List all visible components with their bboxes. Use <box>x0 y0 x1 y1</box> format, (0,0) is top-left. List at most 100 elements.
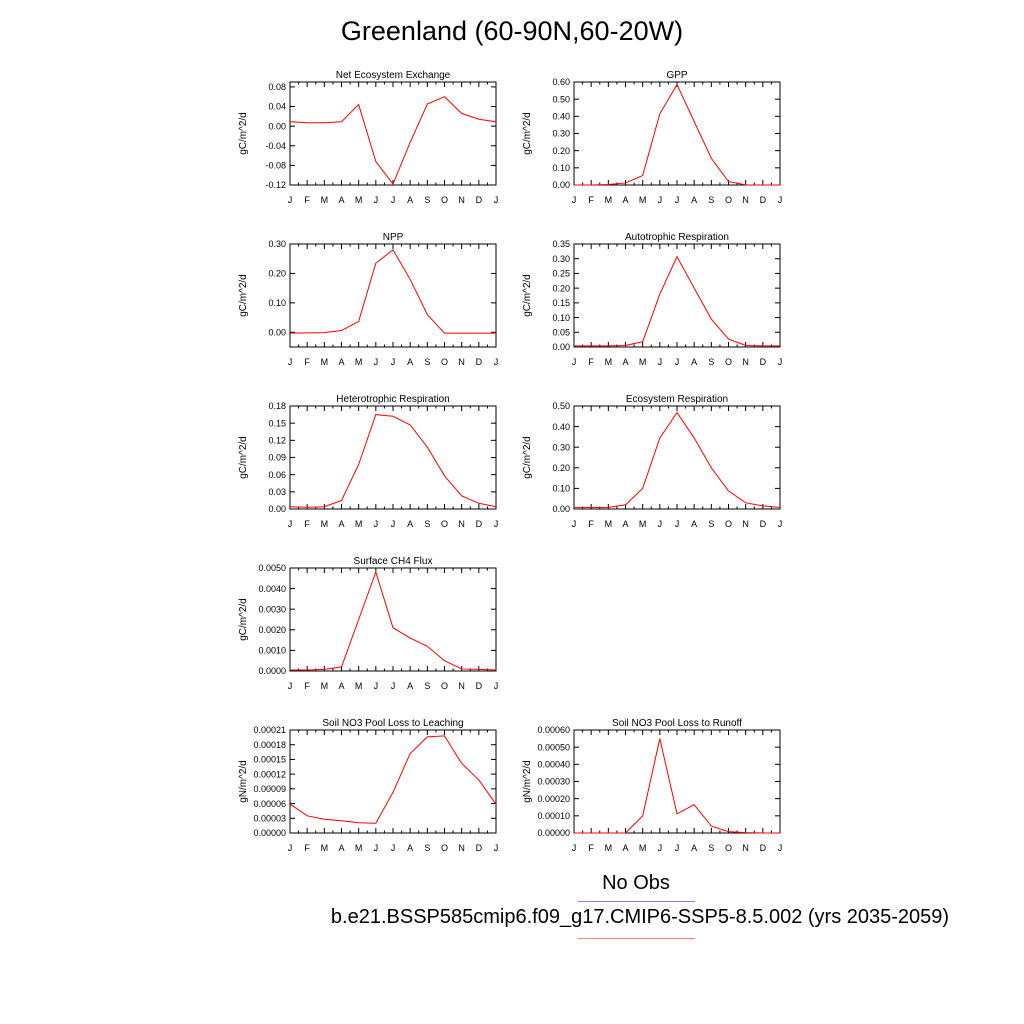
x-tick-label: O <box>725 357 732 367</box>
x-tick-label: J <box>391 519 396 529</box>
x-tick-label: A <box>407 195 413 205</box>
y-tick-label: 0.03 <box>268 487 286 497</box>
y-tick-label: 0.20 <box>552 463 570 473</box>
x-tick-label: S <box>424 681 430 691</box>
y-tick-label: 0.00012 <box>253 769 286 779</box>
y-tick-label: 0.25 <box>552 269 570 279</box>
legend-case-line <box>578 938 695 939</box>
y-tick-label: 0.10 <box>552 163 570 173</box>
series-line-1 <box>289 249 496 334</box>
panel-title: GPP <box>666 70 687 81</box>
y-tick-label: 0.08 <box>268 82 286 92</box>
x-tick-label: J <box>494 681 499 691</box>
x-tick-label: J <box>658 843 663 853</box>
x-tick-label: M <box>639 357 647 367</box>
y-tick-label: 0.05 <box>552 327 570 337</box>
x-tick-label: A <box>622 843 628 853</box>
x-tick-label: M <box>321 519 329 529</box>
series-line-1 <box>289 96 497 186</box>
y-tick-label: 0.09 <box>268 453 286 463</box>
x-tick-label: J <box>675 843 680 853</box>
plot-frame <box>289 405 497 510</box>
x-tick-label: S <box>424 843 430 853</box>
x-tick-label: S <box>424 357 430 367</box>
y-tick-label: 0.15 <box>268 418 286 428</box>
y-tick-label: 0.20 <box>552 146 570 156</box>
y-tick-label: 0.10 <box>268 298 286 308</box>
x-tick-label: N <box>458 843 465 853</box>
x-tick-label: J <box>778 843 783 853</box>
x-tick-label: M <box>355 519 363 529</box>
x-tick-label: M <box>605 519 613 529</box>
y-tick-label: 0.00060 <box>537 725 570 735</box>
panel-title: Surface CH4 Flux <box>354 556 433 567</box>
x-tick-label: S <box>708 357 714 367</box>
x-tick-label: O <box>441 519 448 529</box>
y-tick-label: 0.30 <box>268 239 286 249</box>
y-axis-label: gN/m^2/d <box>522 760 533 803</box>
x-tick-label: J <box>288 195 293 205</box>
series-line-1 <box>574 738 780 834</box>
x-tick-label: O <box>725 519 732 529</box>
y-tick-label: 0.00050 <box>537 742 570 752</box>
x-tick-label: O <box>441 681 448 691</box>
x-tick-label: N <box>458 681 465 691</box>
x-tick-label: F <box>588 195 594 205</box>
x-tick-label: M <box>321 357 329 367</box>
y-tick-label: 0.35 <box>552 239 570 249</box>
x-tick-label: J <box>288 843 293 853</box>
y-tick-label: 0.60 <box>552 77 570 87</box>
x-tick-label: D <box>476 195 483 205</box>
x-tick-label: D <box>476 681 483 691</box>
y-tick-label: 0.12 <box>268 436 286 446</box>
y-tick-label: 0.0020 <box>258 625 286 635</box>
x-tick-label: D <box>760 843 767 853</box>
y-tick-label: -0.08 <box>265 161 286 171</box>
panel-title: Ecosystem Respiration <box>626 394 728 405</box>
plot-frame <box>573 243 781 348</box>
x-tick-label: J <box>374 681 379 691</box>
y-tick-label: 0.30 <box>552 442 570 452</box>
x-tick-label: F <box>588 357 594 367</box>
y-tick-label: 0.50 <box>552 94 570 104</box>
y-tick-label: 0.0000 <box>258 666 286 676</box>
x-tick-label: M <box>605 357 613 367</box>
x-tick-label: J <box>288 357 293 367</box>
x-tick-label: N <box>742 519 749 529</box>
x-tick-label: J <box>675 357 680 367</box>
x-tick-label: J <box>494 843 499 853</box>
y-tick-label: 0.00010 <box>537 811 570 821</box>
x-tick-label: O <box>441 357 448 367</box>
y-tick-label: 0.00 <box>552 504 570 514</box>
x-tick-label: J <box>675 195 680 205</box>
panel-title: NPP <box>383 232 404 243</box>
x-tick-label: N <box>742 357 749 367</box>
x-tick-label: A <box>338 843 344 853</box>
panel-title: Net Ecosystem Exchange <box>336 70 451 81</box>
panel-title: Autotrophic Respiration <box>625 232 729 243</box>
x-tick-label: J <box>391 681 396 691</box>
x-tick-label: A <box>622 195 628 205</box>
x-tick-label: J <box>494 357 499 367</box>
x-tick-label: F <box>304 357 310 367</box>
x-tick-label: J <box>288 681 293 691</box>
x-tick-label: J <box>675 519 680 529</box>
plot-frame <box>289 243 497 348</box>
y-tick-label: 0.18 <box>268 401 286 411</box>
y-tick-label: 0.00015 <box>253 755 286 765</box>
x-tick-label: J <box>391 195 396 205</box>
y-axis-label: gC/m^2/d <box>238 436 249 479</box>
y-tick-label: 0.30 <box>552 254 570 264</box>
series-line-1 <box>573 411 781 509</box>
y-tick-label: 0.00000 <box>537 828 570 838</box>
y-axis-label: gC/m^2/d <box>522 436 533 479</box>
y-tick-label: 0.00021 <box>253 725 286 735</box>
y-tick-label: 0.00003 <box>253 813 286 823</box>
x-tick-label: S <box>424 519 430 529</box>
legend-case-label: b.e21.BSSP585cmip6.f09_g17.CMIP6-SSP5-8.… <box>330 906 950 928</box>
